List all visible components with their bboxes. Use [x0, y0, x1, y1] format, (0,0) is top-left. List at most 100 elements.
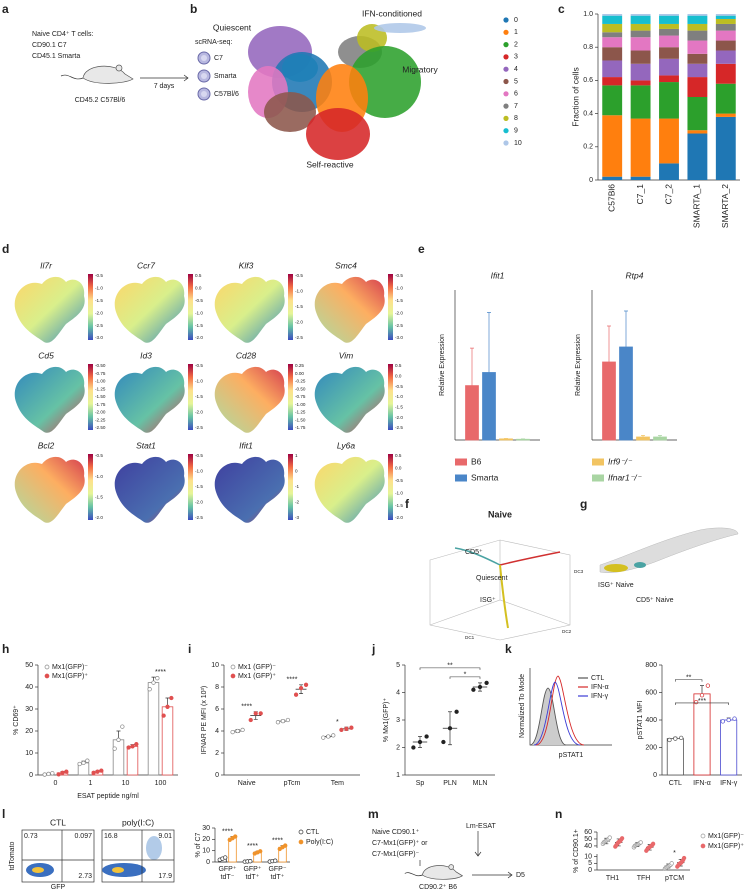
colorbar-tick-label: -2.5: [95, 323, 103, 328]
panel-label: f: [405, 497, 410, 511]
legend-swatch: [503, 54, 509, 60]
data-point: [50, 771, 55, 776]
gene-name: Vim: [339, 350, 354, 360]
colorbar-tick-label: -2.5: [295, 335, 303, 340]
significance-bracket: [449, 676, 481, 679]
y-axis-label: Fraction of cells: [570, 67, 580, 127]
sample-well-inner: [201, 91, 207, 97]
region-label: Migratory: [402, 64, 438, 74]
umap-blob: [214, 276, 285, 343]
y-tick-label: 40: [25, 684, 33, 691]
quadrant-value: 16.8: [104, 833, 118, 840]
data-point: [81, 760, 86, 766]
bar-segment: [715, 18, 736, 24]
time-label: 7 days: [154, 83, 175, 90]
legend-label: Mx1(GFP)⁺: [52, 673, 88, 680]
data-point: [471, 687, 476, 692]
y-tick-label: 10: [25, 750, 33, 757]
colorbar-tick-label: -1.0: [195, 469, 203, 474]
bar-segment: [602, 15, 623, 24]
y-tick-label: 400: [645, 717, 657, 724]
x-tick-label: CTL: [669, 780, 682, 787]
arrow: [472, 871, 513, 879]
colorbar: [288, 274, 293, 340]
trajectory-label: CD5⁺: [465, 549, 483, 556]
colorbar-tick-label: 0.0: [195, 286, 202, 291]
bar-segment: [630, 37, 651, 51]
donor-label: CD90.1 C7: [32, 42, 67, 49]
significance-label: ****: [222, 828, 233, 835]
data-point: [638, 840, 643, 845]
data-point: [681, 855, 687, 861]
event-core: [112, 867, 124, 873]
y-tick-label: 6: [215, 706, 219, 713]
bar-segment: [630, 63, 651, 81]
error-bar: [487, 312, 491, 373]
y-tick-label: 3: [396, 717, 400, 724]
bar-segment: [602, 77, 623, 86]
bar-segment: [659, 75, 679, 83]
y-tick-label: 800: [645, 662, 657, 669]
cells-label: Naive CD90.1⁺: [372, 829, 420, 836]
significance-label: **: [686, 674, 692, 681]
data-point: [240, 727, 245, 733]
colorbar-tick-label: -1.0: [195, 379, 203, 384]
cells-label: C7-Mx1(GFP)⁺ or: [372, 840, 428, 847]
trajectory-label: CD5⁺ Naive: [636, 597, 674, 604]
colorbar-tick-label: -0.5: [195, 453, 203, 458]
colorbar-tick-label: -0.75: [95, 371, 106, 376]
gene-name: Bcl2: [38, 440, 55, 450]
error-bar: [607, 325, 611, 362]
bar-segment: [659, 163, 679, 180]
x-tick-label: tdT⁻: [221, 874, 235, 881]
bar-segment: [687, 14, 708, 16]
data-point: [46, 771, 51, 777]
legend-swatch: [503, 128, 509, 134]
data-point: [64, 769, 69, 774]
data-point: [130, 744, 135, 749]
legend-swatch: [592, 474, 604, 482]
colorbar-tick-label: -1.00: [295, 402, 306, 407]
time-label: D5: [516, 872, 525, 879]
gene-name: Cd5: [38, 350, 54, 360]
data-point: [344, 726, 349, 731]
y-axis-label: % of C7: [195, 832, 202, 857]
legend-swatch: [592, 458, 604, 466]
bar-segment: [659, 14, 679, 16]
colorbar-tick-label: -1.0: [95, 474, 103, 479]
colorbar: [388, 454, 393, 520]
x-axis-label: pSTAT1: [559, 752, 584, 759]
y-tick-label: 20: [25, 728, 33, 735]
colorbar-tick-label: -1.0: [295, 289, 303, 294]
colorbar: [388, 364, 393, 430]
data-point: [77, 761, 82, 767]
bar-segment: [659, 35, 679, 48]
umap-cluster: [264, 92, 316, 132]
y-tick-label: 50: [25, 662, 33, 669]
bar-segment: [630, 176, 651, 180]
data-point: [248, 859, 253, 864]
plot-title: poly(I:C): [122, 817, 154, 827]
legend-label: Mx1(GFP)⁺: [708, 843, 744, 850]
x-tick-label: C7_2: [663, 184, 673, 205]
umap-blob: [314, 366, 385, 433]
gene-name: Klf3: [239, 260, 254, 270]
colorbar-tick-label: 0.5: [395, 453, 402, 458]
colorbar-tick-label: -0.5: [195, 298, 203, 303]
bar: [482, 372, 496, 441]
legend-label: 0: [514, 17, 518, 24]
gene-name: Smc4: [335, 260, 357, 270]
bar: [720, 719, 738, 776]
colorbar-tick-label: -1.50: [95, 394, 106, 399]
trajectory-label: ISG⁺ Naive: [598, 582, 634, 589]
data-point: [223, 855, 228, 860]
error-bar: [624, 310, 628, 347]
bar: [653, 436, 667, 441]
y-tick-label: 20: [202, 836, 210, 843]
cells-title: Naive CD4⁺ T cells:: [32, 31, 93, 38]
y-axis-label: pSTAT1 MFI: [637, 701, 644, 740]
colorbar-tick-label: -2: [295, 500, 300, 505]
colorbar-tick-label: -2.0: [195, 335, 203, 340]
colorbar-tick-label: -2.5: [195, 515, 203, 520]
